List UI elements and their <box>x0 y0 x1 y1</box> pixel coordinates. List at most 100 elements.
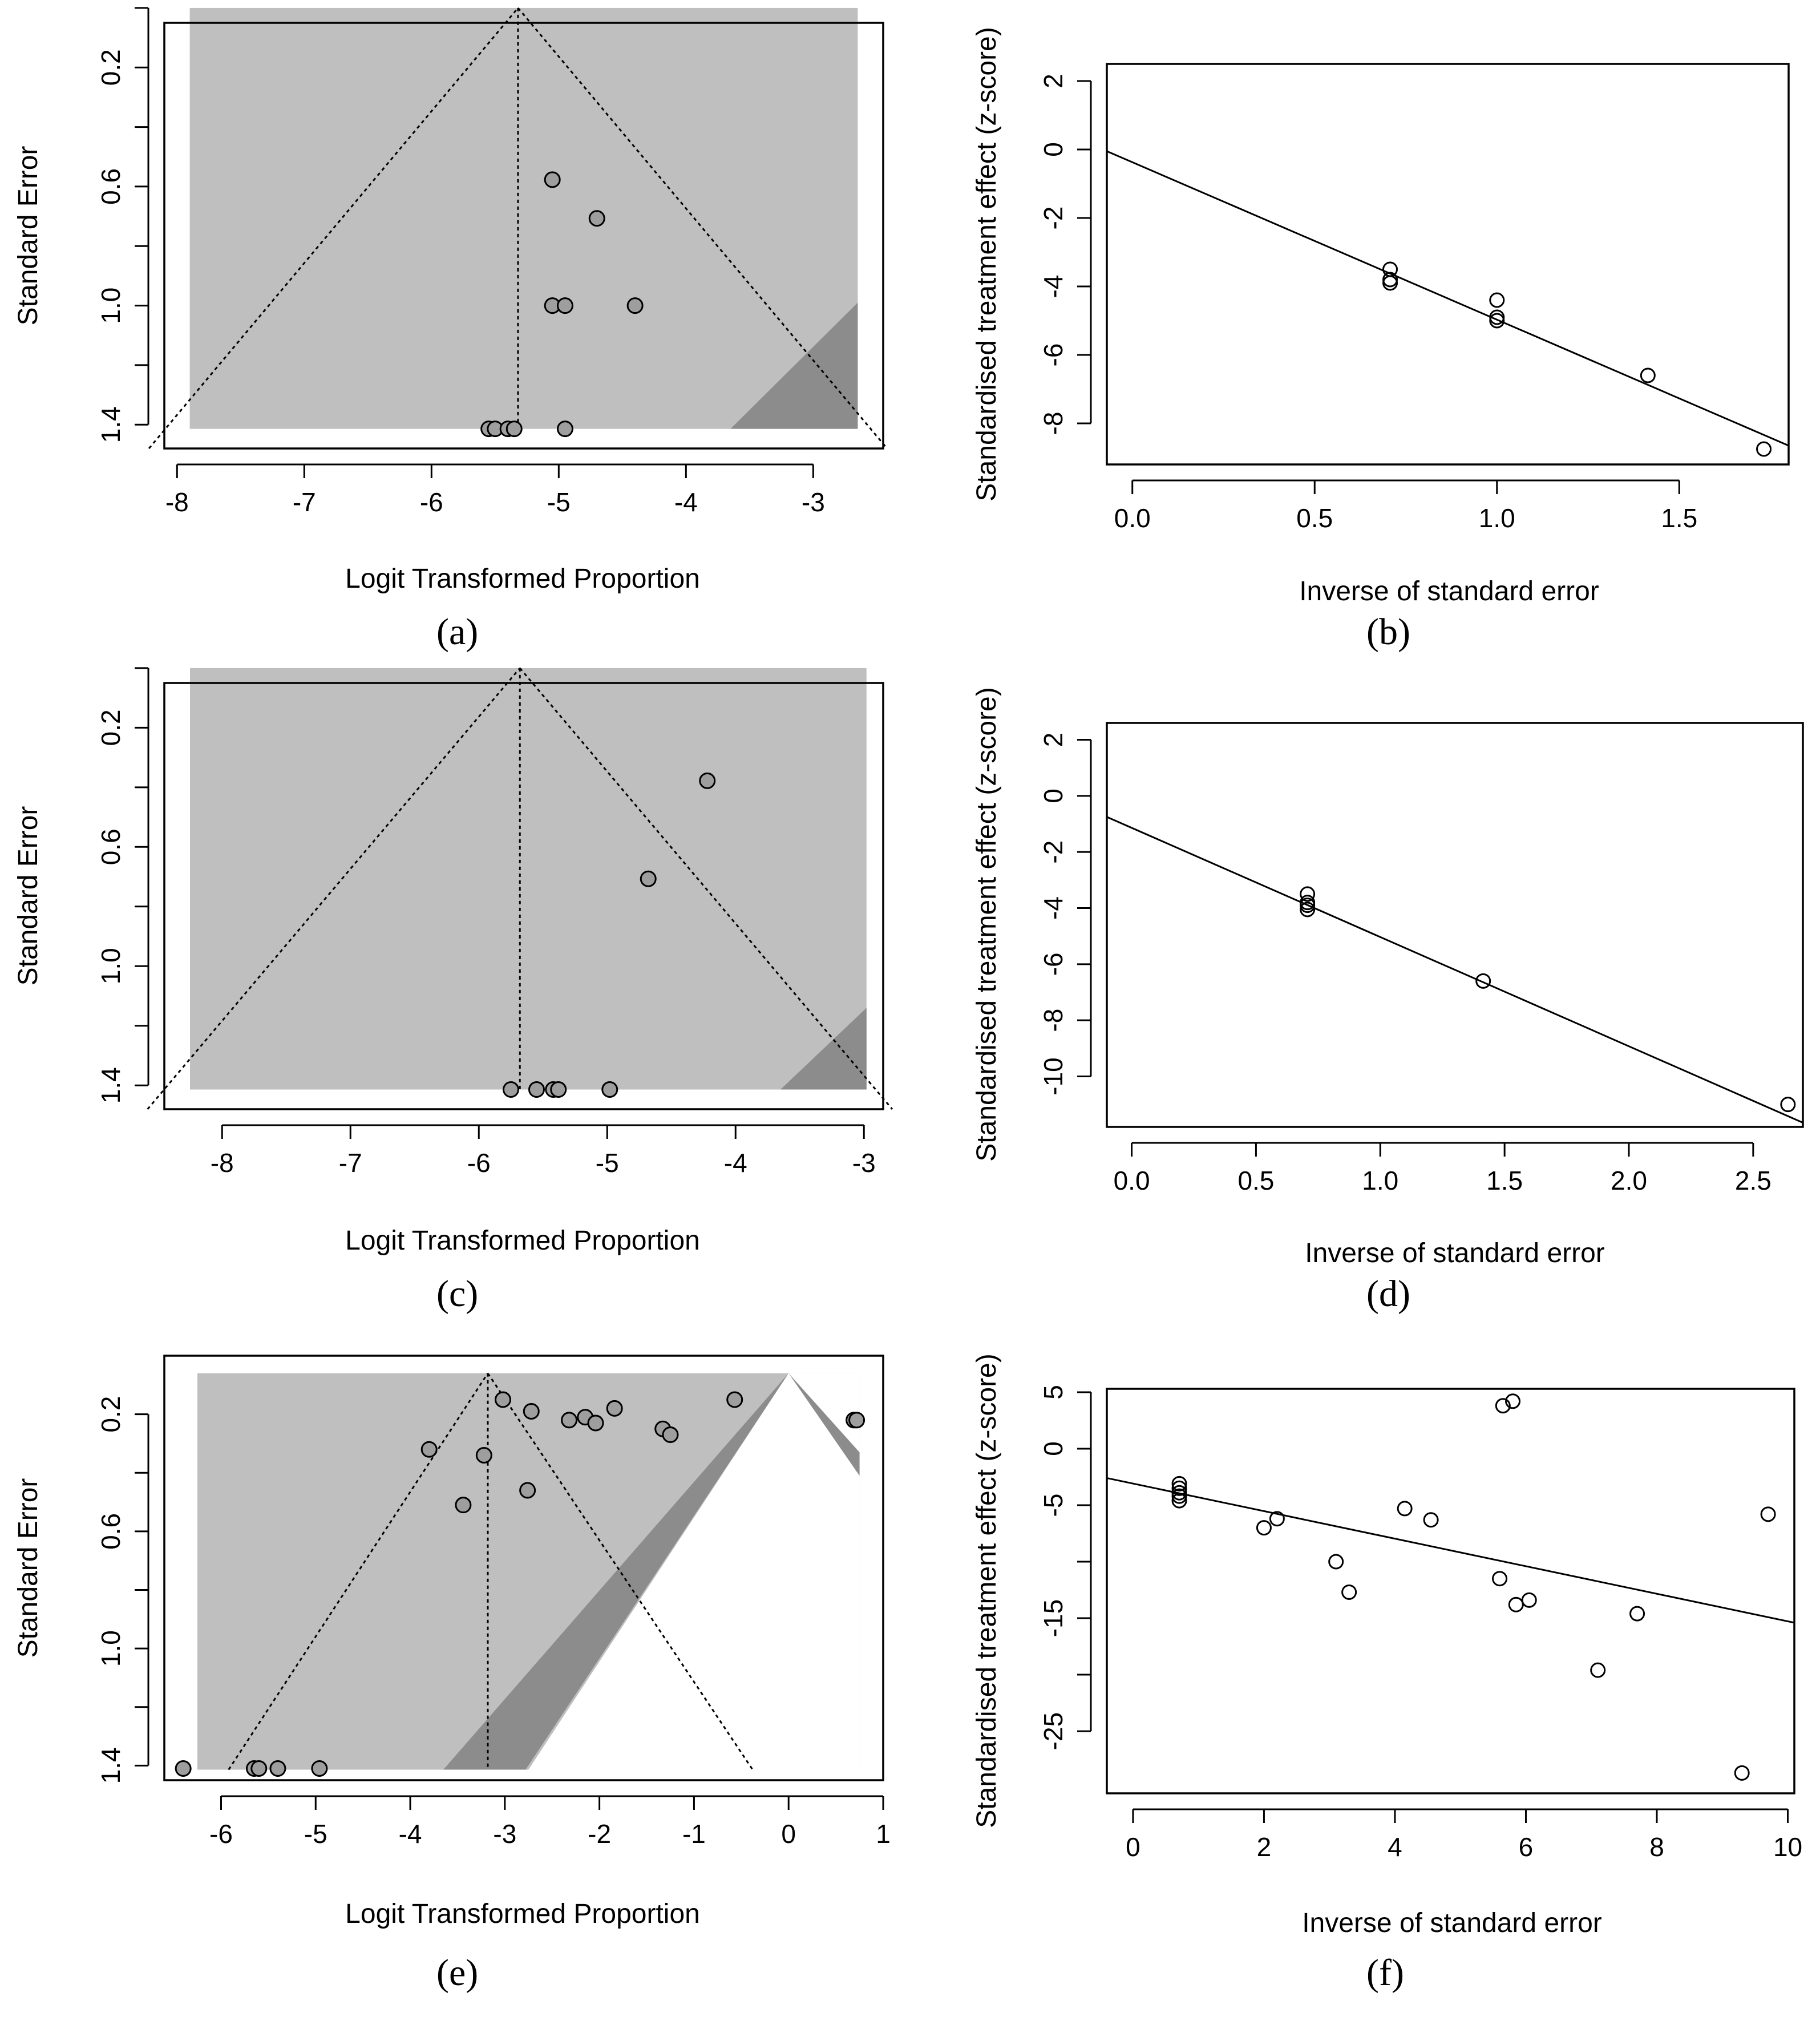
data-point <box>1756 441 1772 457</box>
x-axis-label: Inverse of standard error <box>1299 576 1599 607</box>
data-point <box>1492 1571 1508 1587</box>
data-point <box>1489 292 1505 308</box>
data-point <box>726 1391 743 1408</box>
data-point <box>626 297 644 314</box>
caption-d: (d) <box>1366 1273 1410 1315</box>
y-tick-label: -6 <box>1038 952 1068 976</box>
data-point <box>1780 1097 1796 1113</box>
x-tick-label: -4 <box>674 487 698 517</box>
x-tick-label: -4 <box>399 1819 422 1849</box>
data-point <box>848 1412 865 1429</box>
data-point <box>601 1081 618 1098</box>
x-tick-label: -3 <box>802 487 825 517</box>
x-tick-label: 0.5 <box>1296 503 1333 533</box>
chart-panel-b: 0.0 0.5 1.0 1.5 2 0 -2 -4 -6 -8 Inverse of standar… <box>972 27 1790 607</box>
caption-b: (b) <box>1366 611 1410 653</box>
y-tick-label: -2 <box>1038 207 1068 230</box>
funnel-region-light <box>190 668 867 1090</box>
data-point <box>1382 272 1398 288</box>
data-point <box>1256 1520 1272 1536</box>
x-tick-label: -3 <box>493 1819 516 1849</box>
plot-box <box>1106 63 1790 466</box>
data-point <box>640 870 657 887</box>
y-tick-label: 0.2 <box>96 49 126 86</box>
data-point <box>495 1391 512 1408</box>
data-point <box>1521 1592 1537 1608</box>
funnel-region-white <box>528 1373 860 1770</box>
plot-box <box>163 682 884 1110</box>
x-axis-label: Logit Transformed Proportion <box>345 564 700 594</box>
chart-panel-e: -6 -5 -4 -3 -2 -1 0 1 0.2 0.6 1.0 1.4 Logit Transfor… <box>13 1355 891 1929</box>
y-tick-label: -10 <box>1038 1057 1068 1095</box>
x-tick-label: 10 <box>1773 1832 1802 1862</box>
x-tick-label: 0 <box>1126 1832 1140 1862</box>
data-point <box>544 171 561 188</box>
data-point <box>561 1412 578 1429</box>
data-point <box>1171 1476 1187 1491</box>
x-tick-label: 2.5 <box>1735 1166 1772 1195</box>
chart-panel-a: -8 -7 -6 -5 -4 -3 0.2 0.6 1.0 1.4 Logit Transforme… <box>13 7 888 594</box>
x-axis-label: Logit Transformed Proportion <box>345 1226 700 1256</box>
data-point <box>1269 1511 1285 1527</box>
data-point <box>1629 1606 1645 1622</box>
x-tick-label: -7 <box>293 487 316 517</box>
funnel-region-light <box>189 7 858 429</box>
data-point <box>1508 1596 1524 1612</box>
x-tick-label: -5 <box>304 1819 327 1849</box>
chart-panel-f: 0 2 4 6 8 10 5 0 -5 -15 -25 Inverse of standard err… <box>972 1353 1802 1938</box>
caption-a: (a) <box>436 611 479 653</box>
x-tick-label: -6 <box>467 1148 491 1178</box>
y-tick-label: -4 <box>1038 896 1068 920</box>
y-tick-label: 0 <box>1038 1441 1068 1456</box>
data-point <box>1171 1493 1187 1509</box>
data-point <box>1475 973 1491 989</box>
y-tick-label: 0.2 <box>96 1396 126 1433</box>
plot-box <box>163 1355 884 1781</box>
x-tick-label: 0.0 <box>1114 1166 1150 1195</box>
data-point <box>1734 1765 1750 1781</box>
y-tick-label: 1.0 <box>96 288 126 324</box>
x-axis-label: Inverse of standard error <box>1302 1908 1602 1938</box>
x-tick-label: -3 <box>852 1148 876 1178</box>
data-point <box>662 1426 679 1444</box>
data-point <box>1171 1488 1187 1504</box>
data-point <box>1505 1393 1521 1409</box>
x-tick-label: -5 <box>596 1148 619 1178</box>
data-point <box>556 297 573 314</box>
data-point <box>1171 1480 1187 1496</box>
data-point <box>175 1760 192 1777</box>
funnel-region-dark <box>780 1008 867 1090</box>
data-point <box>556 421 573 438</box>
data-point <box>505 421 523 438</box>
x-axis-label: Inverse of standard error <box>1305 1238 1605 1268</box>
y-tick-label: -25 <box>1038 1712 1068 1750</box>
y-tick-label: -15 <box>1038 1599 1068 1637</box>
fit-line <box>1106 150 1789 447</box>
data-point <box>1640 367 1656 383</box>
x-tick-label: 1.0 <box>1362 1166 1398 1195</box>
x-tick-label: 1.5 <box>1661 503 1697 533</box>
y-tick-label: -8 <box>1038 412 1068 435</box>
y-tick-label: 0.6 <box>96 168 126 205</box>
data-point <box>550 1081 567 1098</box>
data-point <box>528 1081 545 1098</box>
data-point <box>1382 275 1398 291</box>
funnel-region-dark <box>443 1373 789 1770</box>
x-tick-label: 1.0 <box>1479 503 1515 533</box>
fit-line <box>1106 1477 1795 1624</box>
plot-box <box>1106 1388 1795 1794</box>
plot-box <box>163 22 884 450</box>
y-axis-label: Standardised treatment effect (z-score) <box>972 1353 1002 1828</box>
funnel-region-dark <box>788 1373 860 1476</box>
y-axis-label: Standardised treatment effect (z-score) <box>972 687 1002 1162</box>
x-tick-label: 0.5 <box>1237 1166 1274 1195</box>
y-tick-label: 0 <box>1038 789 1068 803</box>
x-tick-label: 0.0 <box>1114 503 1151 533</box>
y-axis-label: Standard Error <box>13 806 43 986</box>
plot-box <box>1106 722 1804 1128</box>
data-point <box>455 1497 472 1514</box>
x-tick-label: -4 <box>724 1148 747 1178</box>
y-tick-label: -6 <box>1038 343 1068 367</box>
y-tick-label: -8 <box>1038 1009 1068 1032</box>
x-tick-label: -2 <box>588 1819 611 1849</box>
